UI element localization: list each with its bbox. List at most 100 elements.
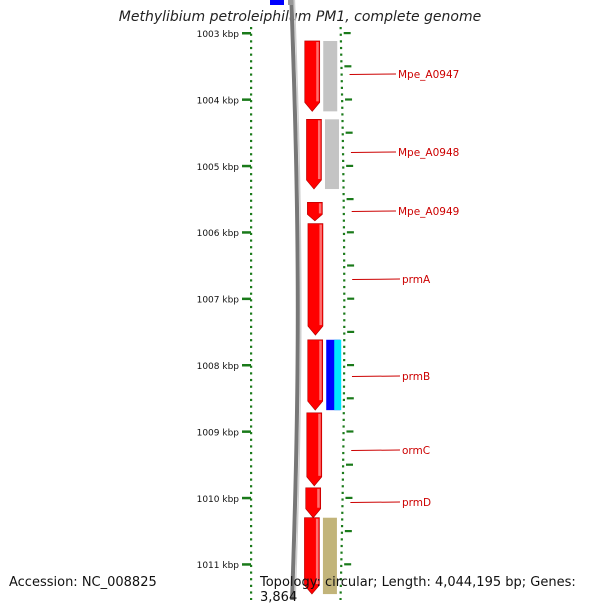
ruler-minor-tick-right [341,133,344,136]
ruler-minor-tick [250,378,253,382]
ruler-minor-tick [250,139,253,143]
ruler-right-tick [346,231,354,234]
ruler-right-tick [347,264,355,267]
ruler-minor-tick [250,106,253,109]
gene-leader-line [349,73,397,75]
ruler-label: 1005 kbp [197,163,240,173]
gene-leader-line [351,449,401,451]
ruler-minor-tick-right [340,564,343,568]
gene-label: Mpe_A0947 [398,69,459,81]
ruler-minor-tick-right [343,259,346,262]
ruler-minor-tick [250,146,253,149]
ruler-minor-tick-right [343,365,346,368]
ruler-right-tick [344,563,352,566]
genome-title: Methylibium petroleiphilum PM1, complete… [118,9,482,25]
ruler-minor-tick-right [342,226,346,229]
ruler-minor-tick [250,412,253,415]
ruler-minor-tick [250,219,253,222]
ruler-minor-tick-right [340,93,344,96]
ruler-major-tick [242,98,251,101]
ruler-minor-tick-right [341,100,344,103]
ruler-minor-tick-right [341,491,344,494]
ruler-minor-tick [250,438,253,441]
ruler-minor-tick-right [341,119,344,123]
ruler-minor-tick [250,471,253,475]
ruler-minor-tick [250,345,253,348]
ruler-minor-tick [250,199,253,202]
ruler-minor-tick [250,279,253,282]
ruler-minor-tick-right [339,33,342,36]
ruler-minor-tick-right [340,53,343,56]
ruler-minor-tick [250,591,253,594]
gene-arrow-shade [317,488,320,508]
feature-bar-grey [323,40,338,112]
topology-label: Topology: circular; Length: 4,044,195 bp… [260,575,576,605]
ruler-minor-tick [250,266,253,269]
ruler-minor-tick [250,319,253,322]
ruler-minor-tick [250,478,253,481]
ruler-minor-tick-right [342,412,345,415]
ruler-minor-tick [250,46,253,50]
ruler-label: 1010 kbp [197,495,240,505]
ruler-minor-tick-right [342,438,345,441]
ruler-minor-tick [250,33,253,36]
ruler-minor-tick [250,578,253,581]
ruler-minor-tick-right [340,544,343,548]
gene-label: Mpe_A0949 [398,206,459,218]
ruler-minor-tick [250,40,253,43]
ruler-minor-tick [250,113,253,116]
top-grey-marker [288,0,293,5]
gene-arrow-shade [318,203,322,214]
ruler-minor-tick [250,352,253,355]
ruler-minor-tick-right [341,505,344,508]
ruler-minor-tick-right [342,206,345,209]
ruler-minor-tick [250,584,253,587]
ruler-minor-tick-right [342,173,345,176]
ruler-minor-tick [250,571,253,574]
ruler-minor-tick-right [340,525,344,528]
ruler-minor-tick [250,505,253,508]
ruler-minor-tick-right [342,385,346,388]
ruler-minor-tick [250,27,253,30]
ruler-minor-tick [250,359,253,362]
gene-arrow-shade [318,413,321,476]
ruler-minor-tick [250,485,253,488]
gene-arrow [304,40,321,112]
ruler-right-tick [343,32,351,35]
ruler-minor-tick [250,418,253,421]
ruler-right-tick [347,330,355,333]
ruler-minor-tick [250,246,253,249]
gene-leader-line [351,210,397,212]
ruler-minor-tick-right [342,212,345,216]
ruler-right-tick [344,530,352,533]
feature-bar-olive [322,517,337,595]
ruler-minor-tick [250,498,253,501]
ruler-minor-tick-right [342,398,345,402]
ruler-minor-tick [250,166,253,169]
ruler-minor-tick [250,372,253,375]
ruler-minor-tick-right [341,471,345,475]
ruler-minor-tick [250,285,253,289]
ruler-minor-tick-right [339,584,342,587]
ruler-label: 1006 kbp [197,229,240,239]
ruler-minor-tick-right [342,186,345,189]
ruler-minor-tick-right [342,166,345,169]
ruler-right-tick [346,198,354,201]
ruler-minor-tick-right [342,425,345,428]
ruler-minor-tick-right [340,66,343,70]
gene-arrow [304,517,320,595]
ruler-minor-tick [250,598,253,600]
gene-arrow-shade [319,224,322,326]
ruler-minor-tick-right [342,392,346,395]
ruler-minor-tick [250,179,253,182]
ruler-minor-tick [250,525,253,528]
ruler-minor-tick-right [340,73,343,76]
ruler-major-tick [242,563,251,566]
ruler-minor-tick [250,60,253,63]
ruler-minor-tick-right [343,299,346,302]
ruler-minor-tick-right [342,193,345,196]
ruler-right-tick [346,164,354,167]
ruler-minor-tick [250,544,253,548]
gene-track [304,40,324,595]
